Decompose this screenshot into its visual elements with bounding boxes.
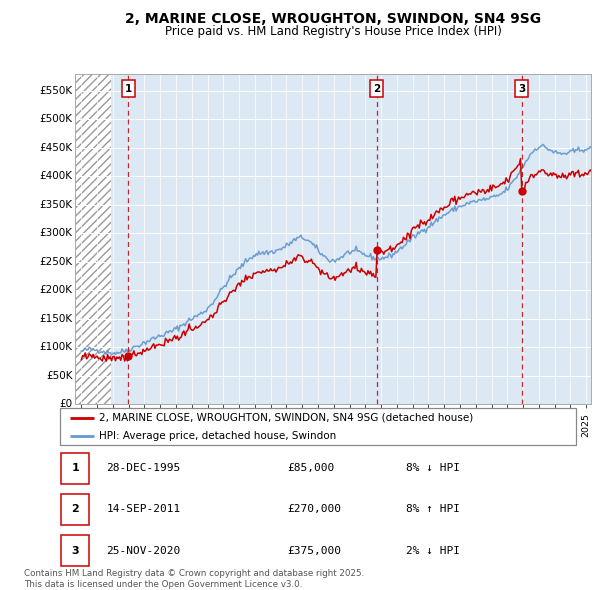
Text: 8% ↑ HPI: 8% ↑ HPI — [406, 504, 460, 514]
Text: £250K: £250K — [39, 257, 73, 267]
Text: £400K: £400K — [40, 171, 73, 181]
Text: £85,000: £85,000 — [287, 463, 334, 473]
Text: 2: 2 — [71, 504, 79, 514]
Bar — [61, 453, 89, 484]
Text: 3: 3 — [71, 546, 79, 556]
Text: 8% ↓ HPI: 8% ↓ HPI — [406, 463, 460, 473]
Bar — [61, 494, 89, 525]
Text: HPI: Average price, detached house, Swindon: HPI: Average price, detached house, Swin… — [98, 431, 336, 441]
Text: 1: 1 — [125, 84, 132, 94]
Text: 14-SEP-2011: 14-SEP-2011 — [106, 504, 181, 514]
Text: £300K: £300K — [40, 228, 73, 238]
Text: £100K: £100K — [40, 342, 73, 352]
Text: Contains HM Land Registry data © Crown copyright and database right 2025.
This d: Contains HM Land Registry data © Crown c… — [24, 569, 364, 589]
Text: £350K: £350K — [39, 200, 73, 210]
Text: 2% ↓ HPI: 2% ↓ HPI — [406, 546, 460, 556]
Text: 28-DEC-1995: 28-DEC-1995 — [106, 463, 181, 473]
Text: 3: 3 — [518, 84, 525, 94]
Text: £270,000: £270,000 — [287, 504, 341, 514]
Text: £200K: £200K — [40, 285, 73, 295]
Bar — [73, 74, 111, 404]
Text: 2, MARINE CLOSE, WROUGHTON, SWINDON, SN4 9SG: 2, MARINE CLOSE, WROUGHTON, SWINDON, SN4… — [125, 12, 541, 26]
Text: £375,000: £375,000 — [287, 546, 341, 556]
Text: 2: 2 — [373, 84, 380, 94]
Text: £550K: £550K — [39, 86, 73, 96]
Text: Price paid vs. HM Land Registry's House Price Index (HPI): Price paid vs. HM Land Registry's House … — [164, 25, 502, 38]
Text: £450K: £450K — [39, 143, 73, 153]
Text: £0: £0 — [59, 399, 73, 409]
Text: £500K: £500K — [40, 114, 73, 124]
Text: 25-NOV-2020: 25-NOV-2020 — [106, 546, 181, 556]
Bar — [61, 535, 89, 566]
Text: 1: 1 — [71, 463, 79, 473]
Text: 2, MARINE CLOSE, WROUGHTON, SWINDON, SN4 9SG (detached house): 2, MARINE CLOSE, WROUGHTON, SWINDON, SN4… — [98, 413, 473, 423]
Text: £150K: £150K — [39, 314, 73, 324]
Text: £50K: £50K — [46, 371, 73, 381]
